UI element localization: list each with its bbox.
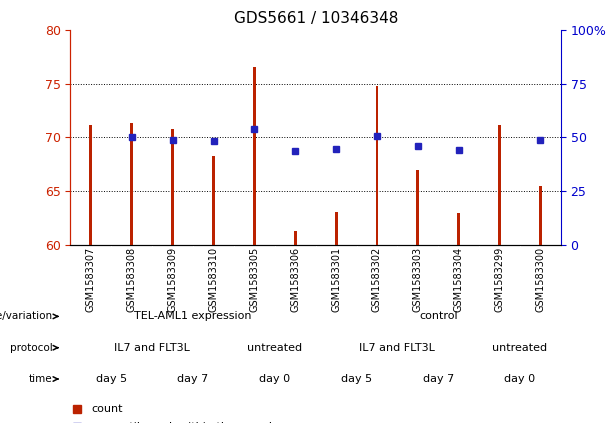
Bar <box>131 124 133 245</box>
Bar <box>498 124 501 245</box>
Text: percentile rank within the sample: percentile rank within the sample <box>91 422 279 423</box>
Text: IL7 and FLT3L: IL7 and FLT3L <box>114 343 190 353</box>
Text: untreated: untreated <box>247 343 302 353</box>
Text: day 0: day 0 <box>504 374 536 384</box>
Text: day 0: day 0 <box>259 374 291 384</box>
Text: TEL-AML1 expression: TEL-AML1 expression <box>134 311 252 321</box>
Text: day 5: day 5 <box>96 374 127 384</box>
Text: day 5: day 5 <box>341 374 372 384</box>
Bar <box>294 231 297 245</box>
Bar <box>171 129 174 245</box>
Text: control: control <box>419 311 458 321</box>
Text: IL7 and FLT3L: IL7 and FLT3L <box>359 343 435 353</box>
Bar <box>212 156 215 245</box>
Bar <box>416 170 419 245</box>
Bar <box>253 67 256 245</box>
Text: time: time <box>29 374 53 384</box>
Bar <box>335 212 338 245</box>
Bar <box>457 213 460 245</box>
Title: GDS5661 / 10346348: GDS5661 / 10346348 <box>234 11 398 26</box>
Bar <box>89 124 93 245</box>
Text: day 7: day 7 <box>423 374 454 384</box>
Text: genotype/variation: genotype/variation <box>0 311 53 321</box>
Bar <box>376 86 378 245</box>
Text: day 7: day 7 <box>178 374 208 384</box>
Text: count: count <box>91 404 123 414</box>
Text: untreated: untreated <box>492 343 547 353</box>
Text: protocol: protocol <box>10 343 53 353</box>
Bar <box>539 186 542 245</box>
